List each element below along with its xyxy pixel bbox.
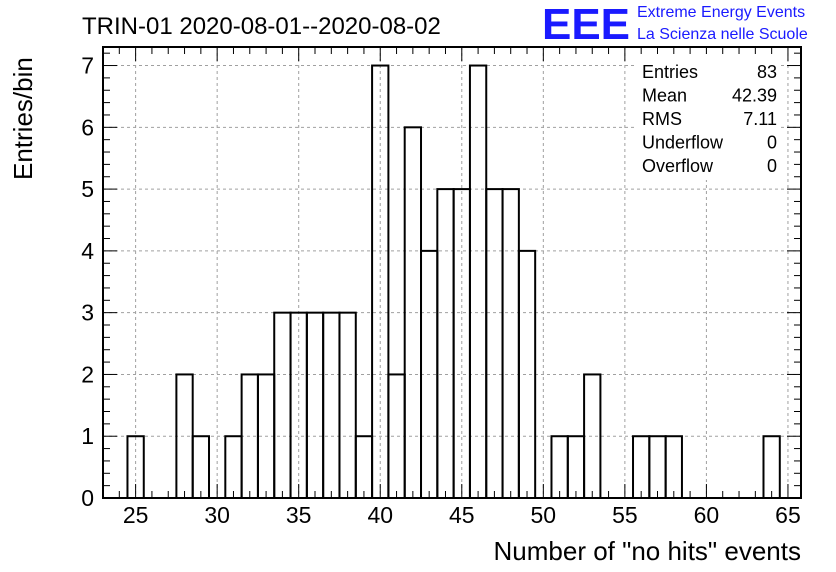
- histogram-bar: [354, 435, 374, 499]
- x-tick-label: 25: [123, 502, 149, 528]
- histogram-bar: [338, 311, 357, 499]
- histogram-bar: [224, 435, 243, 499]
- y-axis-title: Entries/bin: [8, 57, 38, 180]
- plot-frame: [102, 46, 802, 499]
- stats-value: 0: [767, 156, 777, 176]
- histogram-bar: [289, 311, 308, 499]
- histogram-bar: [322, 311, 341, 499]
- y-tick-label: 5: [81, 176, 94, 202]
- y-tick-labels: 0 1 2 3 4 5 6 7: [81, 53, 94, 511]
- histogram-bar: [648, 435, 667, 499]
- x-tick-label: 60: [694, 502, 720, 528]
- stats-box-background: [634, 54, 780, 180]
- logo-line-1: Extreme Energy Events: [637, 4, 805, 21]
- x-tick-label: 30: [204, 502, 230, 528]
- x-tick-label: 55: [612, 502, 638, 528]
- x-tick-label: 40: [367, 502, 393, 528]
- histogram-bar: [762, 435, 781, 499]
- stats-value: 7.11: [743, 109, 777, 129]
- histogram-bar: [387, 373, 406, 499]
- stats-box: Entries 83 Mean 42.39 RMS 7.11 Underflow 0 Overf…: [634, 54, 780, 180]
- chart-title: TRIN-01 2020-08-01--2020-08-02: [82, 13, 441, 40]
- stats-value: 83: [757, 62, 777, 82]
- histogram-bar: [664, 435, 683, 499]
- y-tick-label: 2: [81, 361, 94, 387]
- histogram-bar: [550, 435, 569, 499]
- logo-line-2: La Scienza nelle Scuole: [637, 26, 808, 43]
- logo-mark: EEE: [542, 0, 630, 49]
- histogram-bar: [501, 188, 520, 499]
- y-tick-label: 3: [81, 300, 94, 326]
- histogram-bar: [517, 249, 537, 499]
- x-tick-label: 45: [449, 502, 475, 528]
- stats-label: RMS: [642, 109, 682, 129]
- y-tick-label: 4: [81, 238, 94, 264]
- histogram-bar: [191, 435, 211, 499]
- stats-label: Overflow: [642, 156, 714, 176]
- histogram-bar: [632, 435, 651, 499]
- x-axis-title: Number of "no hits" events: [494, 536, 802, 566]
- axis-ticks: [102, 47, 801, 499]
- y-tick-label: 7: [81, 53, 94, 79]
- histogram-bar: [175, 373, 194, 499]
- x-tick-label: 65: [775, 502, 801, 528]
- stats-label: Entries: [642, 62, 698, 82]
- histogram-bar: [305, 311, 325, 499]
- stats-label: Mean: [642, 86, 687, 106]
- stats-value: 42.39: [732, 86, 777, 106]
- stats-value: 0: [767, 133, 777, 153]
- y-tick-label: 0: [81, 485, 94, 511]
- histogram-bar: [273, 311, 292, 499]
- x-tick-label: 50: [531, 502, 557, 528]
- histogram-bar: [436, 188, 455, 499]
- eee-logo: EEE Extreme Energy Events La Scienza nel…: [542, 0, 808, 49]
- x-tick-label: 35: [286, 502, 312, 528]
- y-tick-label: 6: [81, 114, 94, 140]
- histogram-bar: [468, 64, 488, 500]
- stats-label: Underflow: [642, 133, 724, 153]
- x-tick-labels: 25 30 35 40 45 50 55 60 65: [123, 502, 801, 528]
- y-tick-label: 1: [81, 423, 94, 449]
- histogram-bar: [566, 435, 586, 499]
- histogram-bar: [403, 126, 423, 500]
- histogram-bar: [485, 188, 504, 499]
